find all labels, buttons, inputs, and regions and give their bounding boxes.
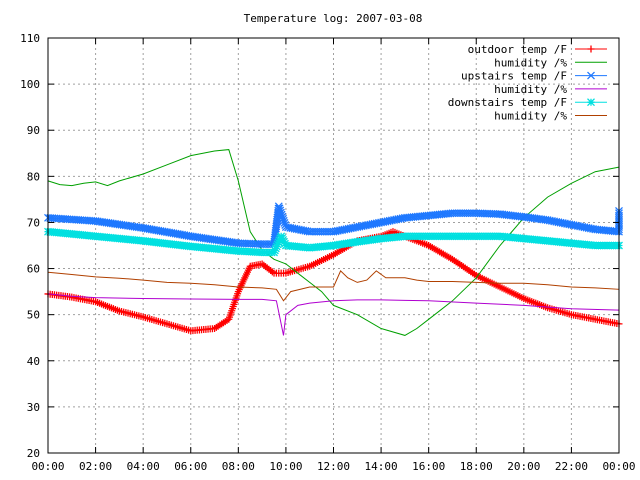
y-tick-label: 90 [27, 124, 40, 137]
x-tick-label: 04:00 [127, 460, 160, 473]
y-tick-label: 40 [27, 355, 40, 368]
y-tick-label: 20 [27, 447, 40, 460]
legend-marker [587, 45, 595, 53]
legend-label: downstairs temp /F [448, 96, 567, 109]
legend-marker [587, 98, 595, 107]
legend-label: humidity /% [494, 56, 567, 69]
plot-area [44, 149, 623, 336]
x-tick-label: 16:00 [412, 460, 445, 473]
legend-label: upstairs temp /F [461, 70, 567, 83]
axis-tick-labels: 00:00 02:00 04:00 06:00 08:00 10:00 12:00 14:00… [20, 32, 635, 473]
series-humidity-1 [47, 149, 620, 336]
y-tick-label: 70 [27, 216, 40, 229]
x-tick-label: 10:00 [269, 460, 302, 473]
legend-label: humidity /% [494, 83, 567, 96]
y-tick-label: 110 [20, 32, 40, 45]
x-tick-label: 22:00 [555, 460, 588, 473]
x-tick-label: 20:00 [507, 460, 540, 473]
series-line [47, 293, 620, 336]
y-tick-label: 50 [27, 309, 40, 322]
series-line [47, 270, 620, 302]
series-humidity-5 [47, 270, 620, 302]
y-tick-label: 80 [27, 170, 40, 183]
y-tick-label: 100 [20, 78, 40, 91]
chart-title: Temperature log: 2007-03-08 [244, 12, 423, 25]
x-tick-label: 00:00 [602, 460, 635, 473]
x-tick-label: 02:00 [79, 460, 112, 473]
x-tick-label: 14:00 [365, 460, 398, 473]
x-tick-label: 12:00 [317, 460, 350, 473]
series-humidity-3 [47, 293, 620, 336]
x-tick-label: 18:00 [460, 460, 493, 473]
x-tick-label: 08:00 [222, 460, 255, 473]
plot-border [47, 37, 620, 454]
series-line [47, 149, 620, 336]
legend-label: outdoor temp /F [468, 43, 567, 56]
y-tick-label: 60 [27, 263, 40, 276]
x-tick-label: 00:00 [31, 460, 64, 473]
legend-label: humidity /% [494, 110, 567, 123]
legend-marker [587, 71, 595, 80]
y-tick-label: 30 [27, 401, 40, 414]
grid-lines [48, 38, 619, 453]
x-tick-label: 06:00 [174, 460, 207, 473]
